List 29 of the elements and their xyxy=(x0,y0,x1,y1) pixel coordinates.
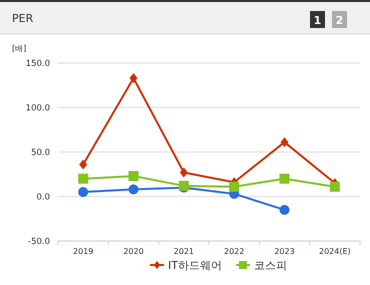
y-axis-title: [배] xyxy=(12,44,26,53)
legend-label: 코스피 xyxy=(254,259,287,272)
y-tick-label: 100.0 xyxy=(26,104,50,114)
point xyxy=(128,184,138,194)
y-tick-label: 0.0 xyxy=(36,192,50,202)
x-tick-label: 2019 xyxy=(72,247,94,256)
point xyxy=(330,182,340,192)
point xyxy=(130,73,138,84)
y-tick-label: 150.0 xyxy=(26,59,50,69)
page-button: 1 xyxy=(310,11,325,28)
point xyxy=(280,137,288,148)
point xyxy=(128,171,138,182)
page-button: 2 xyxy=(332,11,347,28)
chart-title: PER xyxy=(12,12,34,25)
point xyxy=(79,159,88,170)
x-tick-label: 2021 xyxy=(174,247,194,256)
y-tick-label: 50.0 xyxy=(31,148,50,158)
point xyxy=(78,187,88,198)
point xyxy=(229,182,240,192)
point xyxy=(280,204,290,215)
point xyxy=(280,174,290,184)
point xyxy=(180,167,188,178)
x-tick-label: 2022 xyxy=(224,247,244,256)
x-tick-label: 2020 xyxy=(123,247,144,256)
legend-label: IT하드웨어 xyxy=(168,259,222,272)
point xyxy=(78,174,88,184)
y-tick-label: -50.0 xyxy=(28,237,50,247)
x-tick-label: 2024(E) xyxy=(319,247,351,256)
x-tick-label: 2023 xyxy=(274,247,295,256)
